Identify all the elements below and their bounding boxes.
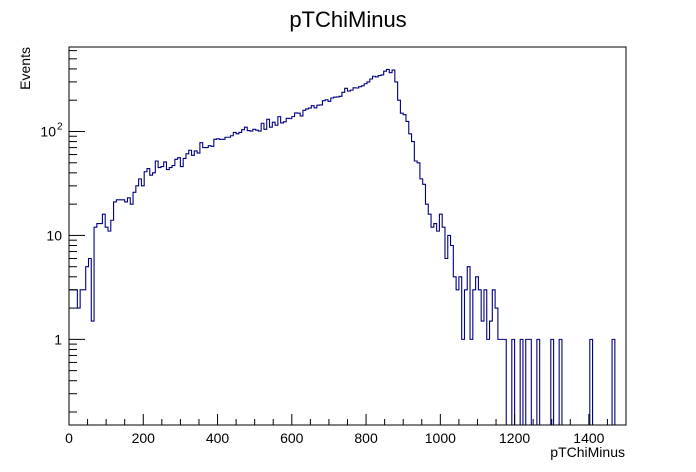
x-tick-label: 200 [132, 430, 156, 446]
y-tick-label: 1 [54, 331, 62, 347]
y-tick-label-exponent: 2 [57, 121, 63, 132]
x-tick-label: 1000 [425, 430, 456, 446]
x-tick-label: 0 [65, 430, 73, 446]
x-tick-label: 600 [280, 430, 304, 446]
plot-area [69, 68, 618, 426]
y-tick-label: 10 [40, 123, 56, 139]
y-tick-label: 10 [46, 227, 62, 243]
x-axis-label: pTChiMinus [550, 444, 625, 460]
x-tick-label: 1400 [573, 430, 604, 446]
histogram-series [69, 68, 618, 426]
x-tick-label: 400 [206, 430, 230, 446]
chart-title: pTChiMinus [289, 7, 406, 32]
x-tick-label: 800 [354, 430, 378, 446]
y-axis-label: Events [17, 47, 33, 90]
x-tick-label: 1200 [499, 430, 530, 446]
